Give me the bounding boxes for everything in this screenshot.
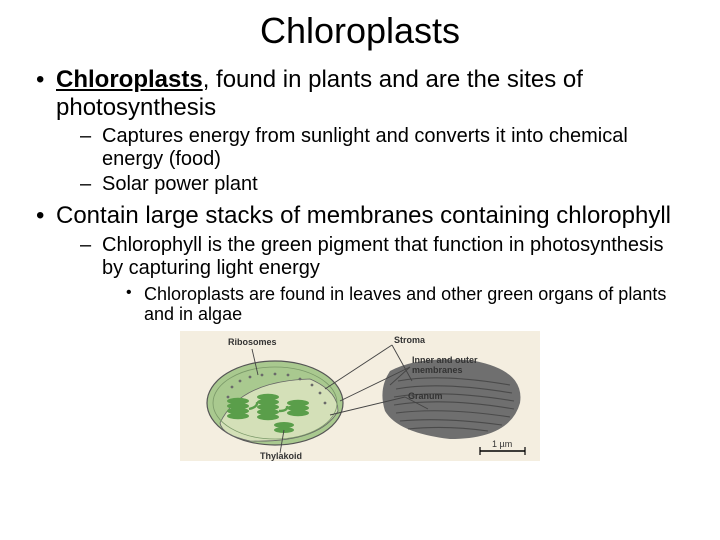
bullet-2-sub-1: Chlorophyll is the green pigment that fu…: [78, 234, 690, 325]
bullet-2-text: Contain large stacks of membranes contai…: [56, 202, 671, 229]
label-stroma: Stroma: [394, 335, 426, 345]
bullet-1: Chloroplasts, found in plants and are th…: [30, 66, 690, 196]
label-granum: Granum: [408, 391, 443, 401]
chloroplast-diagram: Ribosomes Stroma Inner and outer membran…: [180, 331, 540, 461]
diagram-container: Ribosomes Stroma Inner and outer membran…: [30, 331, 690, 461]
bullet-1-sub-1: Captures energy from sunlight and conver…: [78, 125, 690, 171]
chloroplast-schematic: [207, 361, 343, 445]
bullet-list: Chloroplasts, found in plants and are th…: [30, 66, 690, 325]
scale-label: 1 µm: [492, 439, 512, 449]
slide-title: Chloroplasts: [30, 10, 690, 52]
bullet-2-subsub-1: Chloroplasts are found in leaves and oth…: [124, 284, 690, 325]
label-thylakoid: Thylakoid: [260, 451, 302, 461]
bullet-2: Contain large stacks of membranes contai…: [30, 202, 690, 325]
bullet-1-sub-2: Solar power plant: [78, 173, 690, 196]
bullet-1-term: Chloroplasts: [56, 66, 203, 93]
label-ribosomes: Ribosomes: [228, 337, 277, 347]
